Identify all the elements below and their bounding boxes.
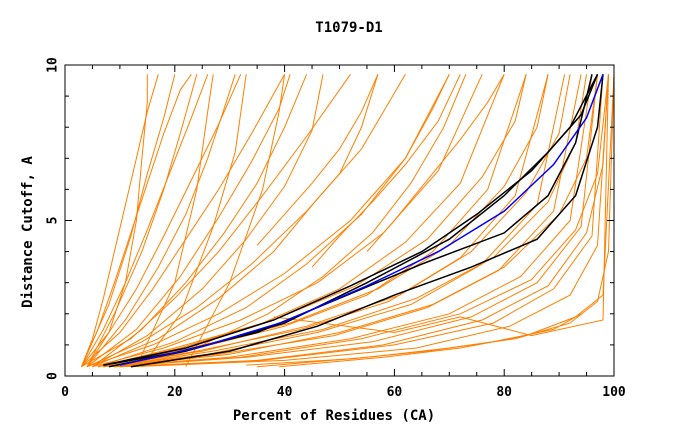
models-curve-1: [81, 74, 192, 367]
models-curve-4: [81, 74, 286, 368]
models-curve-16: [119, 74, 604, 368]
y-tick-label: 10: [46, 57, 61, 73]
x-tick-label: 40: [277, 385, 293, 400]
models-curve-43: [311, 74, 461, 268]
models-curve-44: [366, 74, 505, 252]
models-curve-15: [114, 74, 598, 368]
models-curve-14: [108, 74, 593, 368]
y-axis-label: Distance Cutoff, A: [20, 156, 36, 308]
x-tick-label: 100: [602, 385, 626, 400]
x-tick-label: 0: [61, 385, 69, 400]
models-curve-5: [81, 74, 351, 368]
reference-curve-49: [119, 74, 604, 366]
models-curve-19: [92, 74, 308, 368]
models-curve-36: [279, 74, 614, 368]
chart-title: T1079-D1: [315, 20, 382, 36]
models-curve-0: [81, 74, 159, 367]
y-tick-label: 5: [46, 217, 61, 225]
models-curve-41: [185, 74, 286, 367]
models-curve-9: [97, 74, 505, 368]
models-curve-37: [246, 313, 582, 366]
models-curve-24: [92, 74, 379, 368]
models-curve-20: [86, 74, 236, 368]
highlight-curve-48: [130, 74, 604, 368]
models-curve-38: [86, 74, 148, 367]
models-curve-8: [92, 74, 483, 368]
models-curve-29: [114, 74, 609, 368]
models-curve-11: [103, 74, 549, 368]
models-curve-2: [81, 74, 209, 367]
x-axis-label: Percent of Residues (CA): [233, 408, 435, 424]
models-curve-28: [108, 74, 587, 368]
x-tick-label: 20: [167, 385, 183, 400]
models-curve-39: [135, 74, 214, 367]
x-tick-label: 60: [387, 385, 403, 400]
models-curve-6: [86, 74, 406, 368]
models-curve-32: [97, 74, 527, 368]
models-curve-27: [114, 74, 598, 368]
curve-layer: [81, 73, 614, 368]
models-curve-13: [108, 74, 582, 368]
models-curve-40: [141, 74, 247, 367]
models-curve-17: [130, 74, 609, 368]
models-curve-21: [86, 74, 198, 367]
models-curve-30: [103, 74, 571, 368]
models-curve-33: [119, 74, 609, 368]
models-curve-25: [97, 74, 450, 368]
tick-layer: 0 20 40 60 80 100 0 5 10: [46, 57, 626, 400]
x-tick-label: 80: [496, 385, 512, 400]
y-tick-label: 0: [46, 372, 61, 380]
models-curve-42: [256, 74, 379, 246]
models-curve-22: [81, 74, 176, 367]
models-curve-26: [92, 74, 324, 368]
